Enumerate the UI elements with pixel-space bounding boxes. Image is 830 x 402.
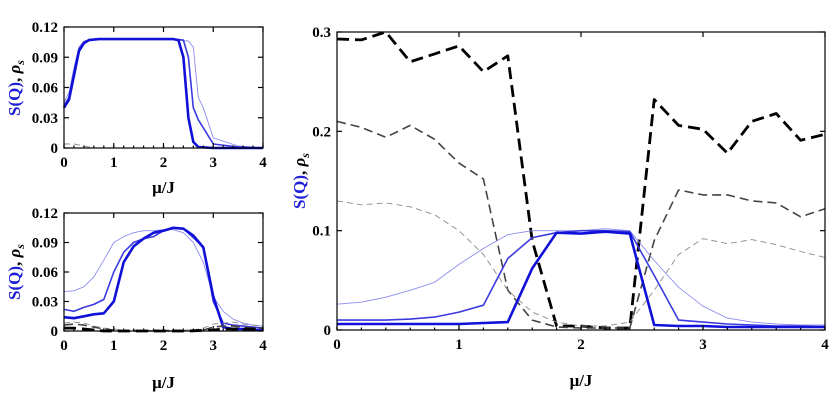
y-tick-label: 0.06 [32, 81, 59, 97]
y-tick-label: 0.3 [312, 25, 331, 41]
x-tick-label: 0 [60, 338, 68, 354]
y-tick-label: 0.1 [312, 224, 331, 240]
series-line-blue-thick [62, 37, 263, 150]
y-label-subscript: s [298, 153, 312, 159]
x-tick-label: 2 [160, 155, 168, 171]
y-tick-label: 0 [51, 141, 59, 157]
y-label-superfluid-density: ρ [290, 157, 309, 167]
series-line-blue-thin [63, 229, 264, 327]
x-tick-label: 3 [210, 155, 218, 171]
chart-right: 0 1 2 3 4 0 0.1 0.2 0.3 μ/J S(Q), ρs [290, 25, 829, 390]
x-axis-label: μ/J [570, 371, 593, 390]
y-label-superfluid-density: ρ [5, 248, 24, 258]
y-label-superfluid-density: ρ [5, 64, 24, 74]
chart-top-left: 0 1 2 3 4 0 0.03 0.06 0.09 0.12 μ/J S(Q), ρs [5, 20, 267, 197]
y-label-structure-factor: S(Q) [5, 82, 24, 116]
x-tick-label: 1 [455, 337, 463, 353]
x-tick-label: 0 [60, 155, 68, 171]
series-line-gray-dash-thin [336, 200, 826, 327]
series-line-blue-thin [63, 38, 264, 149]
y-tick-label: 0.12 [32, 206, 58, 222]
plot-frame [63, 26, 264, 149]
y-label-structure-factor: S(Q) [290, 175, 309, 209]
y-label-subscript: s [13, 60, 27, 66]
x-tick-label: 1 [110, 338, 118, 354]
series-line-blue-thick [63, 226, 263, 332]
series-line-blue-medium [337, 229, 826, 328]
x-tick-label: 0 [333, 337, 341, 353]
x-tick-label: 4 [821, 337, 829, 353]
y-label-separator: , [5, 73, 24, 82]
y-tick-label: 0.03 [32, 111, 58, 127]
y-tick-label: 0.09 [32, 50, 58, 66]
chart-bottom-left: 0 1 2 3 4 0 0.03 0.06 0.09 0.12 μ/J S(Q), ρs [5, 206, 267, 392]
x-tick-label: 2 [160, 338, 168, 354]
y-label-separator: , [5, 257, 24, 266]
y-axis-label: S(Q), ρs [5, 244, 27, 300]
y-tick-label: 0 [51, 324, 59, 340]
series-line-black-dash-thick [336, 30, 826, 330]
series-line-blue-medium [63, 38, 264, 149]
plot-frame [336, 31, 826, 331]
y-tick-label: 0.06 [32, 265, 59, 281]
series-line-blue-thin [336, 228, 825, 326]
y-tick-label: 0 [324, 323, 332, 339]
y-tick-label: 0.09 [32, 236, 58, 252]
series-line-gray-dash-medium [336, 120, 826, 329]
x-tick-label: 4 [259, 155, 267, 171]
y-tick-label: 0.12 [32, 20, 58, 36]
y-label-separator: , [290, 166, 309, 175]
x-tick-label: 4 [259, 338, 267, 354]
y-axis-label: S(Q), ρs [5, 60, 27, 116]
x-tick-label: 2 [577, 337, 585, 353]
x-axis-label: μ/J [152, 373, 175, 392]
y-tick-label: 0.03 [32, 295, 58, 311]
y-axis-label: S(Q), ρs [290, 153, 312, 209]
x-tick-label: 3 [210, 338, 218, 354]
y-label-structure-factor: S(Q) [5, 266, 24, 300]
y-tick-label: 0.2 [312, 124, 331, 140]
series-line-blue-thick [337, 230, 825, 329]
x-tick-label: 3 [699, 337, 707, 353]
x-axis-label: μ/J [152, 178, 175, 197]
y-label-subscript: s [13, 244, 27, 250]
x-tick-label: 1 [110, 155, 118, 171]
